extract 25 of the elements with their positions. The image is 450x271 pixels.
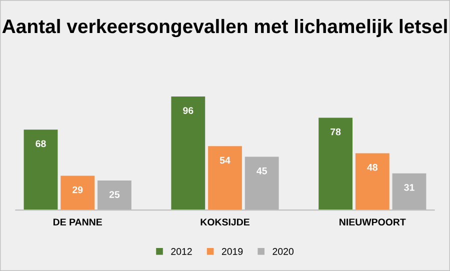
bar	[208, 146, 242, 210]
legend-label: 2012	[171, 248, 192, 255]
data-label: 29	[72, 186, 83, 194]
x-tick-label: NIEUWPOORT	[340, 218, 406, 226]
data-label: 45	[256, 168, 267, 174]
bar	[244, 156, 279, 210]
x-tick-label: DE PANNE	[53, 218, 102, 226]
legend-label: 2020	[272, 248, 294, 255]
chart-title: Aantal verkeersongevallen met lichamelijk letsel	[2, 18, 447, 38]
bar	[171, 96, 206, 210]
data-label: 54	[220, 156, 230, 164]
data-label: 68	[36, 140, 46, 148]
data-label: 25	[109, 191, 120, 198]
data-label: 48	[367, 164, 378, 171]
data-label: 31	[404, 184, 414, 191]
bar	[24, 130, 58, 210]
bar	[318, 118, 352, 210]
legend-label: 2019	[222, 248, 243, 255]
bar	[98, 180, 132, 210]
bar	[60, 176, 95, 210]
bar	[355, 153, 390, 210]
data-label: 96	[183, 107, 194, 114]
bar	[392, 173, 426, 210]
data-label: 78	[330, 128, 341, 136]
x-tick-label: KOKSIJDE	[200, 218, 250, 226]
